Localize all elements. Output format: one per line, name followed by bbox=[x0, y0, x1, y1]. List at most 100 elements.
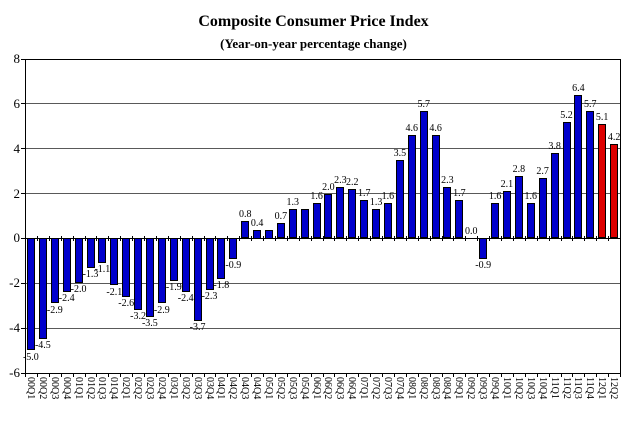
bar-05Q4 bbox=[300, 209, 309, 239]
bar-value-label: 3.8 bbox=[548, 141, 561, 153]
x-axis-label: 08Q2 bbox=[417, 377, 429, 400]
bar-00Q2 bbox=[38, 238, 47, 340]
bar-value-label: -2.4 bbox=[58, 293, 75, 305]
x-axis-label: 06Q2 bbox=[322, 377, 334, 400]
y-axis-label: -2 bbox=[9, 275, 20, 291]
bar-value-label: 5.7 bbox=[584, 98, 597, 110]
bar-02Q4 bbox=[157, 238, 166, 304]
x-axis-label: 00Q3 bbox=[48, 377, 60, 400]
zero-line-tick bbox=[334, 236, 336, 242]
bar-08Q1 bbox=[407, 135, 416, 239]
bar-09Q4 bbox=[491, 202, 500, 239]
bar-value-label: 1.6 bbox=[310, 190, 323, 202]
bar-value-label: 1.3 bbox=[286, 197, 300, 209]
y-axis-tick bbox=[21, 193, 25, 195]
bar-value-label: -2.9 bbox=[46, 304, 63, 316]
bar-11Q1 bbox=[550, 153, 559, 239]
bar-value-label: 1.7 bbox=[357, 188, 371, 200]
bar-07Q3 bbox=[383, 202, 392, 239]
x-axis-label: 00Q1 bbox=[25, 377, 36, 400]
bar-value-label: -0.9 bbox=[225, 259, 242, 271]
x-axis-label: 04Q3 bbox=[239, 377, 251, 400]
x-axis-tick bbox=[263, 373, 264, 377]
gridline bbox=[25, 58, 620, 60]
bar-value-label: -2.3 bbox=[201, 291, 218, 302]
zero-line-tick bbox=[536, 236, 538, 242]
x-axis-tick bbox=[370, 373, 372, 377]
x-axis-tick bbox=[393, 373, 395, 377]
bar-value-label: 4.6 bbox=[429, 123, 442, 135]
x-axis-label: 08Q4 bbox=[441, 377, 453, 400]
bar-value-label: -3.7 bbox=[189, 322, 206, 334]
x-axis-tick bbox=[596, 373, 598, 377]
bar-06Q2 bbox=[324, 193, 333, 239]
y-axis-label: 6 bbox=[13, 95, 21, 111]
x-axis-tick bbox=[429, 373, 431, 377]
bar-10Q2 bbox=[514, 175, 523, 239]
bar-11Q2 bbox=[562, 121, 571, 239]
bar-08Q4 bbox=[443, 186, 452, 239]
zero-line-tick bbox=[60, 236, 62, 242]
zero-line-tick bbox=[465, 236, 467, 242]
bar-value-label: -2.0 bbox=[70, 284, 87, 296]
x-axis-tick bbox=[536, 373, 538, 377]
bar-10Q1 bbox=[502, 191, 511, 239]
y-axis-tick bbox=[21, 372, 25, 374]
bar-01Q3 bbox=[98, 238, 107, 264]
bar-03Q3 bbox=[193, 238, 202, 322]
x-axis-label: 10Q1 bbox=[500, 377, 512, 400]
x-axis-label: 01Q4 bbox=[108, 377, 120, 400]
zero-line-tick bbox=[489, 236, 491, 242]
bar-05Q1 bbox=[265, 229, 273, 239]
x-axis-label: 08Q1 bbox=[405, 377, 417, 400]
x-axis-tick bbox=[512, 373, 514, 377]
x-axis-tick bbox=[441, 373, 443, 377]
bar-value-label: 1.6 bbox=[524, 190, 538, 202]
zero-line-tick bbox=[477, 236, 479, 242]
bar-08Q3 bbox=[431, 135, 440, 239]
gridline bbox=[25, 282, 620, 284]
bar-02Q1 bbox=[122, 238, 131, 297]
zero-line-tick bbox=[72, 236, 74, 242]
bar-value-label: 2.2 bbox=[346, 177, 359, 189]
zero-line-tick bbox=[548, 236, 550, 242]
x-axis-tick bbox=[489, 373, 491, 377]
zero-line-tick bbox=[417, 236, 419, 242]
zero-line-tick bbox=[298, 236, 300, 242]
bar-value-label: -1.9 bbox=[165, 282, 182, 293]
bar-value-label: 0.8 bbox=[238, 208, 252, 220]
x-axis-tick bbox=[227, 373, 229, 377]
x-axis-tick bbox=[120, 373, 122, 377]
x-axis-label: 11Q2 bbox=[560, 377, 572, 399]
bar-value-label: -2.6 bbox=[118, 297, 135, 309]
bar-00Q1 bbox=[26, 238, 35, 351]
zero-line-tick bbox=[25, 236, 26, 242]
x-axis-tick bbox=[322, 373, 324, 377]
zero-line-tick bbox=[358, 236, 360, 242]
bar-value-label: 2.3 bbox=[334, 174, 347, 186]
x-axis-tick bbox=[358, 373, 360, 377]
x-axis-tick bbox=[298, 373, 300, 377]
zero-line-tick bbox=[227, 236, 229, 242]
bar-00Q3 bbox=[50, 238, 59, 304]
plot-right-border bbox=[620, 59, 621, 373]
zero-line-tick bbox=[96, 236, 98, 242]
x-axis-label: 03Q3 bbox=[191, 377, 203, 400]
zero-line-tick bbox=[346, 236, 348, 242]
zero-line-tick bbox=[453, 236, 455, 242]
bar-value-label: 2.8 bbox=[512, 163, 526, 175]
x-axis-tick bbox=[60, 373, 62, 377]
x-axis-tick bbox=[453, 373, 455, 377]
y-axis-line bbox=[25, 59, 26, 373]
bar-value-label: 4.2 bbox=[607, 132, 621, 144]
y-axis-label: 2 bbox=[13, 185, 21, 201]
zero-line-tick bbox=[263, 236, 264, 242]
x-axis-tick bbox=[334, 373, 336, 377]
zero-line-tick bbox=[84, 236, 86, 242]
x-axis-tick bbox=[179, 373, 181, 377]
bar-value-label: 1.3 bbox=[369, 197, 383, 209]
x-axis-tick bbox=[477, 373, 479, 377]
bar-01Q1 bbox=[74, 238, 83, 284]
x-axis-label: 10Q4 bbox=[536, 377, 548, 400]
zero-line-tick bbox=[132, 236, 134, 242]
